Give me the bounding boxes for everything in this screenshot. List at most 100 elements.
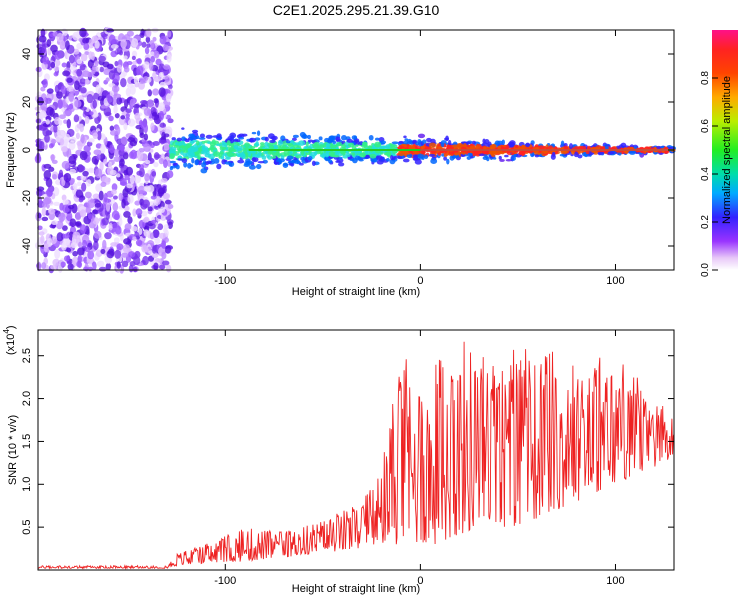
heatmap-noise-cell <box>82 70 90 78</box>
heatmap-noise-cell <box>159 139 167 144</box>
heatmap-signal-cell <box>305 141 309 147</box>
heatmap-noise-cell <box>40 86 46 92</box>
heatmap-noise-cell <box>72 231 81 240</box>
heatmap-noise-cell <box>159 264 166 270</box>
heatmap-noise-cell <box>165 93 172 103</box>
heatmap-noise-cell <box>144 173 150 182</box>
heatmap-signal-cell <box>403 135 407 139</box>
heatmap-noise-cell <box>91 65 96 75</box>
heatmap-signal-cell <box>248 164 256 170</box>
heatmap-signal-cell <box>280 144 287 150</box>
heatmap-signal-cell <box>440 142 445 148</box>
heatmap-signal-cell <box>272 151 277 157</box>
heatmap-noise-cell <box>118 158 125 167</box>
heatmap-noise-cell <box>134 174 142 184</box>
heatmap-noise-cell <box>147 89 153 97</box>
heatmap-noise-cell <box>165 264 172 273</box>
heatmap-noise-cell <box>158 110 165 121</box>
heatmap-signal-cell <box>182 145 189 151</box>
heatmap-noise-cell <box>67 263 74 271</box>
heatmap-signal-cell <box>191 157 195 164</box>
colorbar-label: Normalized spectral amplitude <box>721 76 733 224</box>
heatmap-noise-cell <box>154 237 161 244</box>
heatmap-noise-cell <box>159 122 167 128</box>
heatmap-signal-cell <box>478 153 485 157</box>
heatmap-y-tick-label: 20 <box>21 96 33 108</box>
heatmap-noise-cell <box>51 159 58 164</box>
heatmap-noise-cell <box>92 92 100 102</box>
heatmap-signal-cell <box>229 132 237 139</box>
heatmap-signal-cell <box>226 151 234 157</box>
heatmap-noise-cell <box>42 56 50 65</box>
heatmap-noise-cell <box>62 199 69 205</box>
heatmap-noise-cell <box>156 195 161 205</box>
heatmap-noise-cell <box>81 182 87 192</box>
heatmap-y-ticks: -40 -20 0 20 40 <box>21 48 674 254</box>
heatmap-noise-cell <box>62 237 71 246</box>
heatmap-noise-cell <box>85 179 92 187</box>
heatmap-signal-cell <box>448 150 454 155</box>
heatmap-noise-cell <box>125 108 132 114</box>
heatmap-noise-cell <box>167 221 173 230</box>
heatmap-signal-cell <box>255 141 259 147</box>
heatmap-noise-cell <box>93 240 99 251</box>
heatmap-x-ticks: -100 0 100 <box>214 30 625 287</box>
heatmap-noise-cell <box>116 243 124 251</box>
heatmap-noise-cell <box>59 39 65 49</box>
heatmap-noise-cell <box>60 85 67 95</box>
heatmap-noise-cell <box>68 140 76 151</box>
heatmap-signal-cell <box>485 156 490 162</box>
heatmap-noise-cell <box>143 123 148 134</box>
heatmap-signal-cell <box>229 148 237 153</box>
heatmap-signal-cell <box>379 140 387 145</box>
heatmap-signal-cell <box>351 135 358 140</box>
heatmap-signal-cell <box>169 146 177 152</box>
heatmap-noise-cell <box>151 171 157 177</box>
heatmap-signal-cell <box>597 151 605 155</box>
heatmap-noise-cell <box>93 230 102 239</box>
heatmap-noise-cell <box>100 181 107 187</box>
heatmap-noise-cell <box>132 208 137 217</box>
heatmap-noise-cell <box>64 255 70 262</box>
heatmap-noise-cell <box>100 143 106 154</box>
heatmap-signal-cell <box>456 144 462 151</box>
heatmap-noise-cell <box>75 211 82 221</box>
heatmap-signal-cell <box>551 151 556 157</box>
heatmap-signal-cell <box>213 157 220 164</box>
colorbar-tick-label: 0.6 <box>700 119 711 133</box>
heatmap-noise-cell <box>102 239 107 250</box>
heatmap-signal-cell <box>175 142 179 146</box>
heatmap-noise-cell <box>48 208 56 215</box>
heatmap-noise-cell <box>76 247 85 256</box>
heatmap-signal-cell <box>270 156 277 159</box>
heatmap-noise-cell <box>52 258 61 267</box>
heatmap-signal-cell <box>200 158 205 161</box>
heatmap-noise-cell <box>99 66 104 73</box>
heatmap-noise-cell <box>152 88 160 96</box>
heatmap-noise-cell <box>52 31 58 37</box>
heatmap-noise-cell <box>63 110 72 117</box>
heatmap-signal-cell <box>346 138 353 143</box>
heatmap-signal-cell <box>182 152 188 158</box>
heatmap-signal-cell <box>375 154 383 161</box>
heatmap-noise-cell <box>123 205 130 212</box>
heatmap-noise-cell <box>127 194 134 204</box>
heatmap-signal-cell <box>295 155 302 159</box>
heatmap-noise-cell <box>163 64 171 70</box>
heatmap-noise-cell <box>41 43 46 54</box>
heatmap-noise-cell <box>61 146 68 153</box>
heatmap-noise-cell <box>113 87 118 97</box>
heatmap-noise-cell <box>86 141 93 147</box>
heatmap-signal-cell <box>237 159 245 164</box>
heatmap-noise-cell <box>92 132 99 140</box>
heatmap-noise-cell <box>61 225 68 232</box>
heatmap-signal-cell <box>369 153 377 159</box>
heatmap-signal-cell <box>534 154 539 158</box>
heatmap-noise-cell <box>113 105 118 115</box>
heatmap-signal-cell <box>311 160 316 167</box>
snr-y-ticks: 0.5 1.0 1.5 2.0 2.5 <box>21 348 674 535</box>
heatmap-noise-cell <box>70 177 75 184</box>
snr-x-ticks: -100 0 100 <box>214 330 625 587</box>
heatmap-noise-cell <box>98 190 104 201</box>
heatmap-noise-cell <box>159 35 167 45</box>
